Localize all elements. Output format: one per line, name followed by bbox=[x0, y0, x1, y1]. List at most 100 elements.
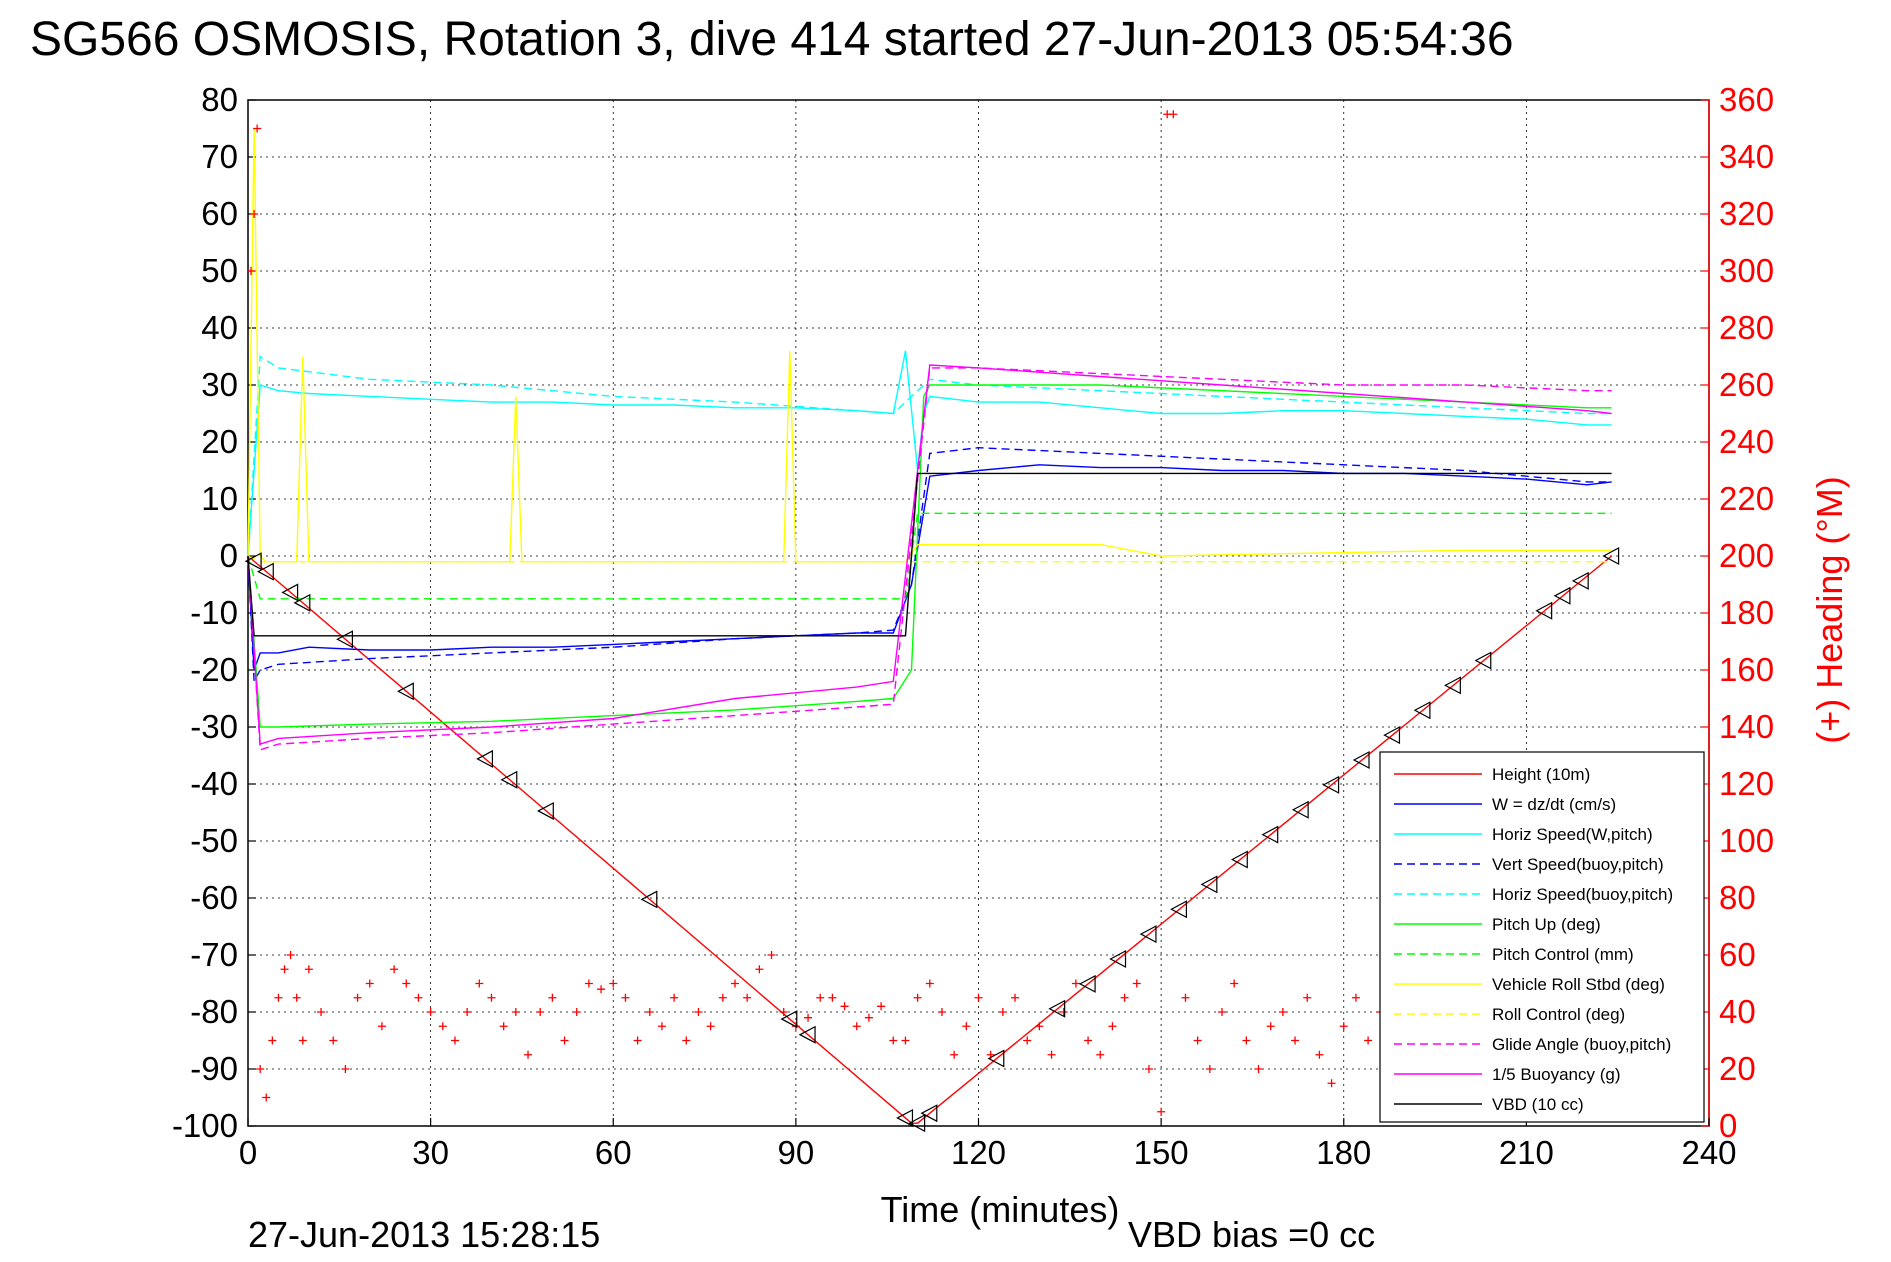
heading-marker bbox=[621, 993, 630, 1002]
depth-marker bbox=[397, 682, 414, 701]
x-tick-label: 240 bbox=[1681, 1134, 1736, 1171]
y2-tick-label: 60 bbox=[1719, 936, 1756, 973]
legend-box bbox=[1379, 751, 1705, 1123]
heading-marker bbox=[597, 985, 606, 994]
depth-marker bbox=[1383, 726, 1401, 745]
y2-tick-label: 40 bbox=[1719, 993, 1756, 1030]
x-tick-label: 60 bbox=[595, 1134, 632, 1171]
depth-marker bbox=[244, 552, 262, 571]
left-axis-ticks: 80 70 60 50 40 30 20 10 0 -10 -20 -30 -40 -50 -60 -70 -8… bbox=[172, 81, 256, 1144]
series-line-0 bbox=[247, 555, 1613, 1124]
depth-marker bbox=[1474, 651, 1492, 670]
heading-marker bbox=[1144, 1065, 1153, 1073]
y2-tick-label: 80 bbox=[1719, 879, 1756, 916]
depth-marker bbox=[1602, 547, 1620, 565]
heading-marker bbox=[365, 979, 374, 988]
heading-marker bbox=[426, 1008, 435, 1016]
depth-marker bbox=[640, 890, 658, 909]
heading-marker bbox=[280, 965, 289, 974]
depth-marker bbox=[1571, 571, 1589, 590]
x-tick-label: 0 bbox=[239, 1134, 257, 1171]
heading-marker bbox=[657, 1022, 666, 1031]
heading-marker bbox=[317, 1008, 326, 1016]
heading-marker bbox=[1364, 1036, 1373, 1045]
heading-marker bbox=[1351, 993, 1360, 1002]
heading-marker bbox=[390, 965, 399, 974]
depth-marker bbox=[281, 583, 299, 602]
y-tick-label: 0 bbox=[220, 537, 238, 574]
depth-marker bbox=[1230, 850, 1248, 869]
x-tick-label: 180 bbox=[1316, 1134, 1371, 1171]
heading-marker bbox=[937, 1008, 946, 1016]
depth-marker bbox=[896, 1108, 914, 1127]
y2-tick-label: 100 bbox=[1719, 822, 1774, 859]
y-tick-label: -60 bbox=[190, 879, 238, 916]
heading-marker bbox=[262, 1093, 271, 1102]
heading-marker bbox=[828, 993, 837, 1002]
depth-triangle-markers bbox=[244, 547, 1620, 1133]
right-axis-ticks: 3603403203002802602402202001801601401201… bbox=[1701, 81, 1774, 1144]
x-tick-label: 150 bbox=[1134, 1134, 1189, 1171]
heading-marker bbox=[731, 979, 739, 988]
depth-marker bbox=[1413, 701, 1431, 720]
depth-marker bbox=[500, 770, 518, 789]
y2-tick-label: 360 bbox=[1719, 81, 1774, 118]
depth-marker bbox=[780, 1010, 798, 1029]
heading-marker bbox=[298, 1036, 307, 1045]
y-tick-label: 80 bbox=[201, 81, 238, 118]
heading-marker bbox=[274, 993, 283, 1002]
heading-marker bbox=[253, 124, 262, 133]
y-tick-label: 30 bbox=[201, 366, 238, 403]
heading-marker bbox=[548, 993, 557, 1002]
y-tick-label: -80 bbox=[190, 993, 238, 1030]
heading-marker bbox=[1132, 979, 1141, 988]
heading-marker bbox=[889, 1036, 898, 1045]
y-tick-label: -40 bbox=[190, 765, 238, 802]
series-line-3 bbox=[247, 446, 1612, 684]
heading-marker bbox=[414, 993, 423, 1002]
heading-marker bbox=[998, 1008, 1007, 1016]
heading-marker bbox=[1181, 993, 1190, 1002]
depth-marker bbox=[1553, 586, 1571, 605]
heading-marker bbox=[353, 993, 362, 1002]
heading-marker bbox=[913, 993, 922, 1002]
heading-marker bbox=[755, 965, 764, 974]
heading-marker bbox=[901, 1036, 910, 1045]
y-tick-label: 50 bbox=[201, 252, 238, 289]
depth-marker bbox=[1535, 601, 1553, 620]
legend-entry: Glide Angle (buoy,pitch) bbox=[1492, 1035, 1671, 1054]
heading-marker bbox=[1315, 1050, 1324, 1059]
depth-marker bbox=[293, 593, 311, 612]
heading-marker bbox=[329, 1036, 338, 1045]
heading-marker bbox=[402, 979, 411, 988]
x-tick-label: 90 bbox=[778, 1134, 815, 1171]
legend-entry: Vert Speed(buoy,pitch) bbox=[1492, 855, 1664, 874]
heading-marker bbox=[1339, 1022, 1348, 1031]
x-axis-label: Time (minutes) bbox=[881, 1189, 1120, 1230]
depth-marker bbox=[1139, 925, 1157, 944]
heading-marker bbox=[1303, 993, 1312, 1002]
heading-marker bbox=[1071, 979, 1080, 988]
footer-timestamp: 27-Jun-2013 15:28:15 bbox=[248, 1214, 600, 1255]
y2-tick-label: 160 bbox=[1719, 651, 1774, 688]
series-line-9 bbox=[247, 367, 1612, 751]
y2-tick-label: 120 bbox=[1719, 765, 1774, 802]
y-tick-label: -50 bbox=[190, 822, 238, 859]
heading-marker bbox=[1059, 1008, 1068, 1016]
heading-marker bbox=[1096, 1050, 1105, 1059]
y2-tick-label: 20 bbox=[1719, 1050, 1756, 1087]
heading-marker bbox=[584, 979, 593, 988]
y2-tick-label: 320 bbox=[1719, 195, 1774, 232]
depth-marker bbox=[1322, 775, 1340, 794]
y2-tick-label: 0 bbox=[1719, 1107, 1737, 1144]
depth-marker bbox=[537, 801, 554, 820]
heading-marker bbox=[1011, 993, 1020, 1002]
heading-marker bbox=[511, 1008, 520, 1016]
heading-marker bbox=[1230, 979, 1239, 988]
heading-marker bbox=[1254, 1065, 1263, 1073]
depth-marker bbox=[987, 1049, 1005, 1068]
legend-entry: Pitch Up (deg) bbox=[1492, 915, 1601, 934]
y2-tick-label: 340 bbox=[1719, 138, 1774, 175]
y-tick-label: 20 bbox=[201, 423, 238, 460]
x-axis-ticks: 0 30 60 90 120 150 180 210 240 bbox=[239, 1118, 1737, 1171]
